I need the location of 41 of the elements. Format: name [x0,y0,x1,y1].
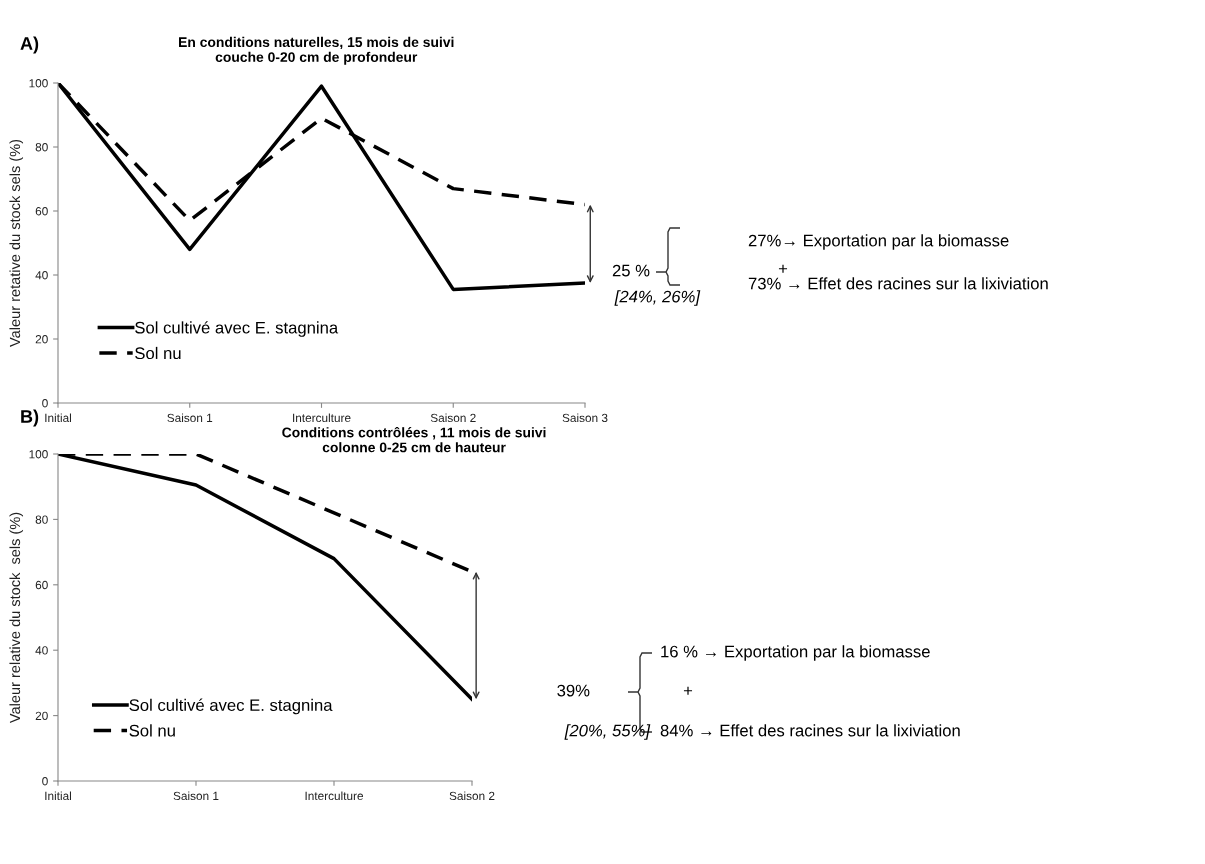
x-tick-label: Initial [45,791,71,801]
y-tick-label: 60 [35,580,48,590]
legend-label: Sol nu [129,724,175,737]
y-tick-label: 40 [35,646,48,655]
text: + [778,264,788,273]
chart-title: Conditions contrôlées , 11 mois de suivi colonne 0-25 cm de hauteur [282,426,546,453]
legend-label: Sol cultivé avec E. stagnina [135,321,339,337]
y-axis-title: Valeur relative du stock sels (%) [9,512,24,724]
text: [20%, 55%] [564,724,651,740]
y-tick-label: 100 [29,79,48,88]
y-tick-label: 20 [35,711,48,720]
text: 27%→ Exportation par la biomasse [748,234,1009,250]
y-tick-label: 60 [35,207,48,216]
text: B) [21,409,39,427]
y-tick-label: 0 [42,399,48,408]
text: 39% [557,684,590,697]
y-axis-title: Valeur retative du stock sels (%) [9,139,24,347]
x-tick-label: Interculture [305,791,364,801]
y-tick-label: 20 [35,335,48,344]
y-tick-label: 40 [35,271,48,280]
text: 73% → Effet des racines sur la lixiviation [748,277,1048,290]
x-tick-label: Saison 3 [562,413,608,423]
y-tick-label: 100 [29,450,48,459]
text: + [683,686,693,695]
x-tick-label: Saison 1 [173,791,219,801]
x-tick-label: Saison 2 [449,791,495,801]
text: 84% → Effet des racines sur la lixiviation [660,724,960,737]
text: A) [20,36,39,54]
y-tick-label: 80 [35,515,48,524]
y-tick-label: 80 [35,143,48,152]
y-tick-label: 0 [42,777,48,786]
legend-label: Sol nu [135,346,181,360]
x-tick-label: Interculture [293,413,351,423]
text: [24%, 26%] [614,290,701,306]
text: 25 % [612,264,650,277]
x-tick-label: Initial [45,413,71,423]
x-tick-label: Saison 2 [430,413,476,423]
chart-title: En conditions naturelles, 15 mois de suivi couche 0-20 cm de profondeur [179,36,454,65]
legend-label: Sol cultivé avec E. stagnina [129,698,333,715]
x-tick-label: Saison 1 [167,413,213,423]
text: 16 % → Exportation par la biomasse [661,645,930,661]
